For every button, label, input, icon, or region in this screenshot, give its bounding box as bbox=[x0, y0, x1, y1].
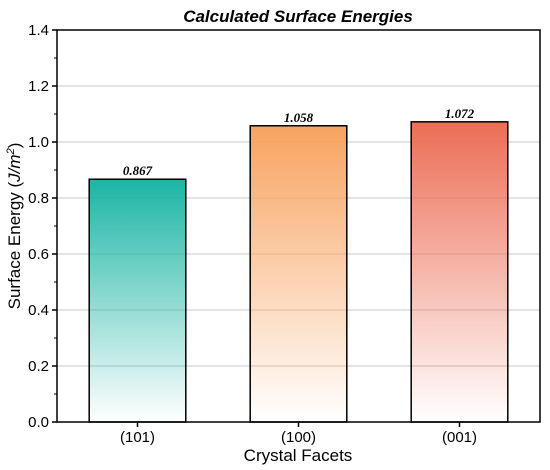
y-tick-label: 1.0 bbox=[28, 134, 49, 151]
bars bbox=[88, 121, 509, 423]
y-axis-label-main: Surface Energy ( bbox=[5, 181, 24, 309]
y-axis-ticks: 0.0 0.2 0.4 0.6 0.8 1.0 1.2 1.4 bbox=[28, 22, 57, 431]
data-label: 1.072 bbox=[445, 106, 475, 121]
bar bbox=[88, 178, 187, 423]
y-tick-label: 1.2 bbox=[28, 78, 49, 95]
y-tick-label: 0.0 bbox=[28, 414, 49, 431]
y-tick-label: 0.2 bbox=[28, 358, 49, 375]
x-axis-ticks: (101) (100) (001) bbox=[120, 422, 477, 446]
x-axis-label: Crystal Facets bbox=[244, 446, 353, 465]
chart-title: Calculated Surface Energies bbox=[183, 7, 413, 26]
y-tick-label: 1.4 bbox=[28, 22, 49, 39]
x-tick-label: (001) bbox=[442, 429, 477, 446]
y-axis-label-close: ) bbox=[5, 143, 24, 149]
x-tick-label: (100) bbox=[281, 429, 316, 446]
y-tick-label: 0.8 bbox=[28, 190, 49, 207]
data-label: 0.867 bbox=[123, 163, 153, 178]
y-axis-label-unit: J/m bbox=[5, 154, 24, 182]
data-labels: 0.867 1.058 1.072 bbox=[123, 106, 475, 178]
y-tick-label: 0.4 bbox=[28, 302, 49, 319]
data-label: 1.058 bbox=[284, 110, 314, 125]
y-tick-label: 0.6 bbox=[28, 246, 49, 263]
bar bbox=[410, 121, 509, 423]
bar bbox=[249, 125, 348, 423]
y-axis-label-exponent: 2 bbox=[5, 148, 17, 155]
y-axis-label: Surface Energy (J/m2) bbox=[5, 143, 24, 310]
x-tick-label: (101) bbox=[120, 429, 155, 446]
